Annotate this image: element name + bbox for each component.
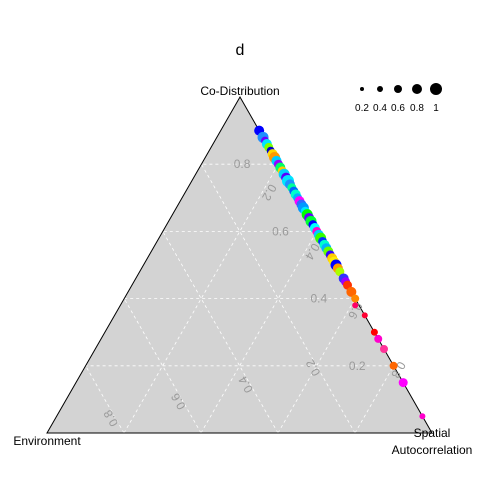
- vertex-label-right-line1: Spatial: [414, 426, 451, 440]
- size-legend: 0.2 0.4 0.6 0.8 1: [355, 83, 442, 114]
- codist-tick-label: 0.2: [349, 359, 366, 373]
- codist-tick-label: 0.4: [311, 292, 328, 306]
- codist-tick-label: 0.6: [272, 224, 289, 238]
- legend-label: 1: [433, 103, 439, 114]
- data-point: [352, 302, 358, 308]
- legend-dot: [377, 86, 383, 92]
- data-point: [371, 329, 378, 336]
- legend-dot: [412, 84, 422, 94]
- data-point: [351, 295, 359, 303]
- codist-tick-label: 0.8: [234, 157, 251, 171]
- data-point: [399, 378, 408, 387]
- legend-label: 0.2: [355, 103, 369, 114]
- legend-label: 0.4: [373, 103, 387, 114]
- vertex-label-top: Co-Distribution: [200, 84, 279, 98]
- legend-label: 0.8: [410, 103, 424, 114]
- data-point: [419, 413, 425, 419]
- data-point: [390, 362, 398, 370]
- vertex-label-left: Environment: [13, 434, 81, 448]
- data-point: [380, 345, 388, 353]
- chart-title: d: [236, 42, 245, 59]
- vertex-label-right-line2: Autocorrelation: [392, 443, 473, 457]
- legend-dot: [430, 83, 442, 95]
- legend-label: 0.6: [391, 103, 405, 114]
- data-point: [362, 312, 368, 318]
- data-point: [374, 335, 382, 343]
- legend-dot: [394, 85, 402, 93]
- legend-dot: [360, 87, 364, 91]
